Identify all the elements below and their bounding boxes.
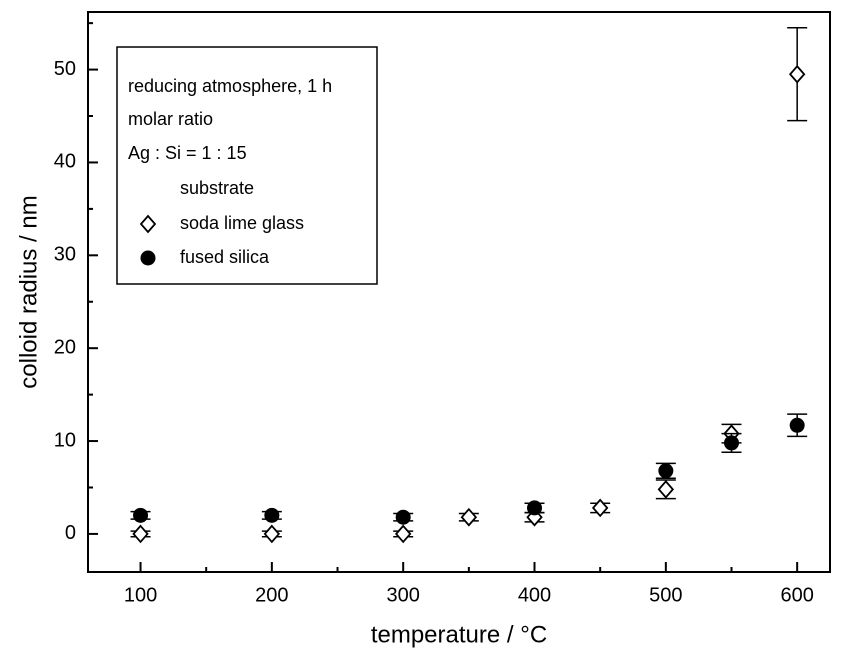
- y-tick-label: 0: [65, 522, 76, 544]
- data-point: [526, 507, 543, 527]
- data-point: [133, 507, 149, 523]
- data-point: [591, 498, 609, 518]
- data-point: [394, 524, 412, 544]
- y-axis-label: colloid radius / nm: [15, 195, 42, 388]
- x-axis-label: temperature / °C: [371, 621, 547, 648]
- data-point: [132, 524, 149, 544]
- y-tick-label: 30: [54, 244, 76, 266]
- data-point: [657, 479, 675, 499]
- x-tick-label: 500: [649, 584, 682, 606]
- legend-label: fused silica: [180, 247, 270, 267]
- annotation: reducing atmosphere, 1 h: [128, 76, 332, 96]
- y-tick-label: 10: [54, 429, 76, 451]
- data-point: [264, 507, 280, 523]
- legend-box: [116, 46, 378, 285]
- data-point: [395, 509, 411, 525]
- x-tick-label: 600: [780, 584, 813, 606]
- y-tick-label: 20: [54, 336, 76, 358]
- y-tick-label: 40: [54, 151, 76, 173]
- legend-marker: [140, 250, 156, 266]
- x-tick-label: 100: [124, 584, 157, 606]
- x-tick-label: 200: [255, 584, 288, 606]
- y-tick-label: 50: [54, 58, 76, 80]
- plot-frame: [87, 11, 831, 573]
- data-point: [789, 417, 805, 433]
- annotation: molar ratio: [128, 109, 213, 129]
- annotation: substrate: [180, 178, 254, 198]
- x-tick-label: 300: [386, 584, 419, 606]
- data-point: [460, 507, 478, 527]
- data-point: [527, 500, 543, 516]
- data-point: [788, 64, 806, 84]
- annotation: Ag : Si = 1 : 15: [128, 143, 247, 163]
- data-point: [263, 524, 281, 544]
- data-point: [658, 463, 674, 479]
- legend-marker: [139, 214, 157, 234]
- data-point: [724, 435, 740, 451]
- x-tick-label: 400: [518, 584, 551, 606]
- legend-label: soda lime glass: [180, 213, 304, 233]
